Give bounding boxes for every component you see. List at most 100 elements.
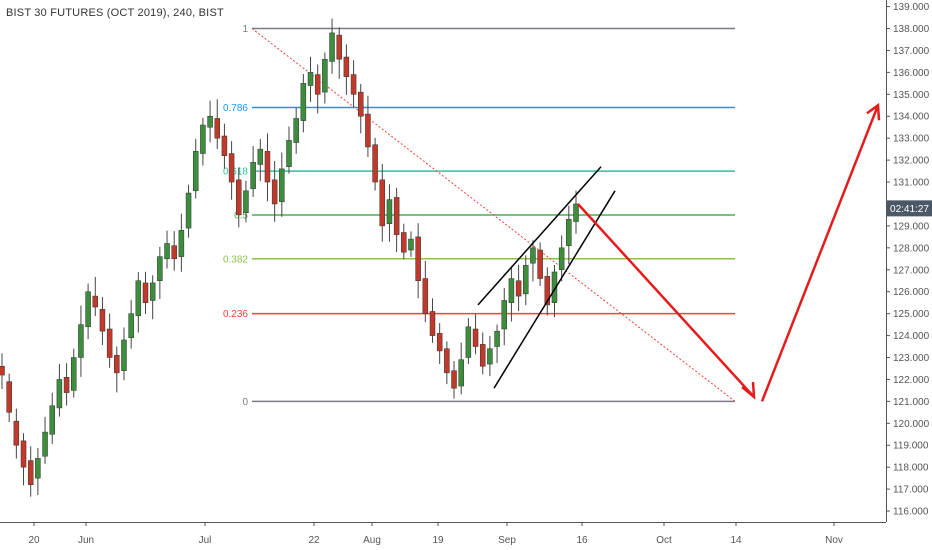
candle-up bbox=[85, 291, 91, 328]
candle-up bbox=[530, 247, 536, 264]
candle-down bbox=[365, 113, 371, 148]
candle-down bbox=[336, 34, 342, 60]
candle-up bbox=[42, 431, 48, 457]
candle-down bbox=[343, 56, 350, 78]
time-tick-label: Aug bbox=[363, 535, 381, 546]
candle-down bbox=[472, 328, 479, 347]
time-tick-label: Jul bbox=[199, 535, 212, 546]
candle-up bbox=[551, 271, 558, 303]
time-tick-label: 16 bbox=[576, 535, 588, 546]
candle-down bbox=[415, 236, 421, 281]
candle-up bbox=[494, 330, 500, 347]
arrow-down-line bbox=[577, 203, 755, 398]
candle-up bbox=[386, 199, 393, 224]
price-axis[interactable]: 116.000 117.000 118.000 119.000 120.000 121.0… bbox=[886, 0, 932, 522]
candle-down bbox=[393, 197, 400, 235]
candle-up bbox=[164, 243, 170, 260]
candle-up bbox=[508, 278, 515, 303]
fib-level-label: 0.786 bbox=[223, 103, 248, 114]
candle-up bbox=[300, 83, 307, 121]
time-tick-label: 20 bbox=[28, 535, 40, 546]
candle-up bbox=[573, 203, 579, 222]
time-axis[interactable]: 20 Jun Jul 22 Aug 19 Sep 16 Oct 14 Nov bbox=[0, 522, 886, 546]
candle-down bbox=[63, 376, 70, 393]
candle-down bbox=[358, 91, 364, 117]
candle-up bbox=[56, 379, 63, 409]
price-tick-label: 132.000 bbox=[893, 156, 930, 167]
overlay-layer bbox=[477, 102, 881, 402]
candle-up bbox=[501, 300, 507, 330]
candle-down bbox=[379, 179, 386, 227]
candle-up bbox=[558, 247, 565, 271]
arrow-up-line bbox=[760, 104, 880, 402]
candle-up bbox=[250, 162, 256, 189]
candle-up bbox=[286, 140, 292, 167]
arrow-down-head bbox=[741, 381, 756, 400]
time-tick-label: Nov bbox=[825, 535, 843, 546]
candle-down bbox=[350, 74, 357, 95]
candle-down bbox=[479, 344, 486, 367]
candle-down bbox=[6, 381, 12, 413]
candle-up bbox=[178, 230, 185, 257]
candle-up bbox=[257, 148, 264, 165]
candle-up bbox=[322, 58, 328, 93]
price-tick-label: 120.000 bbox=[893, 419, 930, 430]
candle-up bbox=[523, 265, 529, 295]
time-tick-label: Sep bbox=[498, 535, 516, 546]
fib-level-label: 0.618 bbox=[223, 167, 248, 178]
candle-up bbox=[279, 168, 285, 203]
candle-up bbox=[71, 357, 77, 391]
candle-down bbox=[444, 348, 450, 374]
candle-down bbox=[429, 311, 436, 336]
price-tick-label: 125.000 bbox=[893, 309, 930, 320]
candle-up bbox=[200, 124, 206, 154]
fib-level-label: 1 bbox=[242, 24, 248, 35]
fib-level-label: 0.236 bbox=[223, 309, 248, 320]
candle-down bbox=[451, 370, 457, 389]
candle-down bbox=[436, 333, 443, 352]
candle-down bbox=[422, 278, 429, 314]
candle-down bbox=[92, 295, 99, 308]
candle-up bbox=[329, 32, 335, 62]
price-tick-label: 129.000 bbox=[893, 221, 930, 232]
price-tick-label: 127.000 bbox=[893, 265, 930, 276]
candle-down bbox=[236, 179, 242, 216]
candle-down bbox=[114, 355, 120, 374]
candle-up bbox=[49, 405, 55, 435]
candle-up bbox=[307, 72, 314, 86]
price-tick-label: 121.000 bbox=[893, 397, 930, 408]
candle-down bbox=[372, 144, 378, 183]
candle-down bbox=[214, 118, 220, 139]
price-tick-label: 137.000 bbox=[893, 46, 930, 57]
price-tick-label: 123.000 bbox=[893, 353, 930, 364]
fib-layer: 1 0.786 0.618 0.5 0.382 0.236 0 bbox=[223, 24, 735, 408]
fib-level-label: 0.5 bbox=[234, 210, 248, 221]
candle-up bbox=[465, 326, 472, 358]
price-tick-label: 138.000 bbox=[893, 24, 930, 35]
trend-layer bbox=[251, 28, 736, 402]
candle-up bbox=[408, 238, 414, 251]
candle-down bbox=[0, 366, 5, 376]
candle-down bbox=[142, 282, 149, 303]
candle-down bbox=[27, 460, 34, 485]
price-tick-label: 119.000 bbox=[893, 441, 929, 452]
candle-up bbox=[566, 219, 572, 246]
candle-layer bbox=[0, 18, 579, 497]
candle-up bbox=[157, 256, 163, 281]
candle-down bbox=[264, 151, 271, 183]
candle-up bbox=[149, 282, 156, 301]
price-tick-label: 118.000 bbox=[893, 463, 929, 474]
price-tick-label: 122.000 bbox=[893, 375, 930, 386]
candle-down bbox=[515, 280, 522, 297]
candle-up bbox=[293, 118, 299, 143]
price-tick-label: 134.000 bbox=[893, 112, 930, 123]
price-tick-label: 128.000 bbox=[893, 243, 930, 254]
candle-down bbox=[537, 249, 543, 279]
channel-upper-line bbox=[477, 166, 602, 306]
price-tick-label: 131.000 bbox=[893, 178, 930, 189]
candle-down bbox=[171, 245, 177, 260]
time-tick-label: Jun bbox=[78, 535, 94, 546]
price-tick-label: 116.000 bbox=[893, 507, 929, 518]
candle-down bbox=[544, 276, 551, 306]
